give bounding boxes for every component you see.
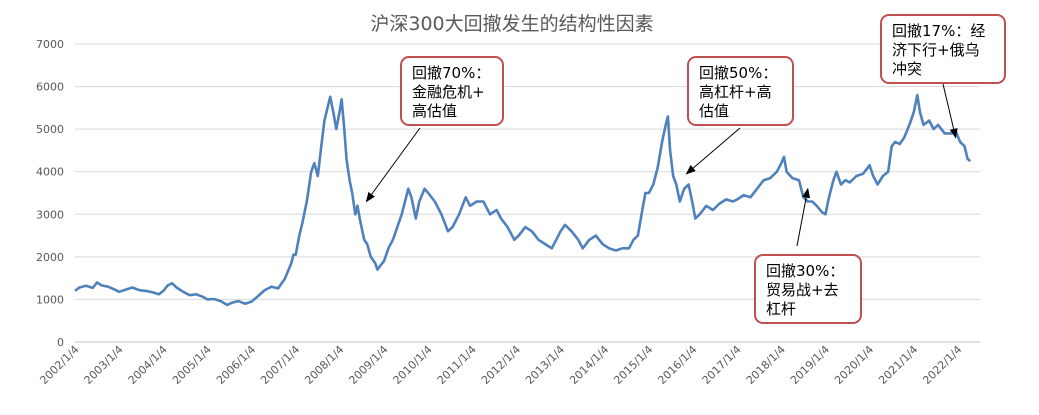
y-tick-label: 5000 (36, 123, 64, 136)
x-tick: 2011/1/4 (435, 343, 479, 387)
x-tick-label: 2013/1/4 (523, 343, 567, 387)
x-tick-label: 2004/1/4 (126, 343, 170, 387)
callout-line: 杠杆 (766, 300, 797, 318)
x-tick-label: 2006/1/4 (214, 343, 258, 387)
x-tick: 2006/1/4 (214, 343, 258, 387)
callout-line: 回撤70%： (412, 64, 491, 82)
x-tick: 2020/1/4 (832, 343, 876, 387)
callout-line: 济下行+俄乌 (892, 41, 980, 59)
x-tick-label: 2017/1/4 (700, 343, 744, 387)
y-tick-label: 1000 (36, 293, 64, 306)
x-tick-label: 2005/1/4 (170, 343, 214, 387)
x-tick-label: 2016/1/4 (655, 343, 699, 387)
callout-line: 金融危机+ (412, 83, 485, 101)
annotation-callout-2022: 回撤17%：经 济下行+俄乌 冲突 (880, 14, 1006, 84)
chart-title: 沪深300大回撤发生的结构性因素 (370, 13, 653, 35)
y-axis: 0 1000 2000 3000 4000 5000 6000 7000 (36, 38, 64, 349)
annotation-arrow (365, 127, 421, 203)
x-tick: 2012/1/4 (479, 343, 523, 387)
annotation-callout-2008: 回撤70%： 金融危机+ 高估值 (400, 56, 504, 126)
callout-line: 高估值 (412, 102, 458, 120)
x-tick-label: 2020/1/4 (832, 343, 876, 387)
y-tick-label: 6000 (36, 81, 64, 94)
x-tick: 2021/1/4 (876, 343, 920, 387)
x-tick: 2003/1/4 (82, 343, 126, 387)
y-tick-label: 7000 (36, 38, 64, 51)
x-tick: 2017/1/4 (700, 343, 744, 387)
x-tick: 2022/1/4 (920, 343, 964, 387)
x-tick-label: 2015/1/4 (611, 343, 655, 387)
x-tick-label: 2012/1/4 (479, 343, 523, 387)
x-tick: 2008/1/4 (302, 343, 346, 387)
x-tick: 2014/1/4 (567, 343, 611, 387)
plot-area (74, 93, 972, 307)
annotation-callout-2015: 回撤50%： 高杠杆+高 估值 (687, 56, 794, 126)
annotation-arrows (365, 83, 958, 247)
callout-line: 回撤17%：经 (892, 22, 986, 40)
x-tick-label: 2008/1/4 (302, 343, 346, 387)
x-tick-label: 2009/1/4 (346, 343, 390, 387)
y-tick-label: 3000 (36, 208, 64, 221)
x-tick-label: 2019/1/4 (788, 343, 832, 387)
x-axis: 2002/1/4 2003/1/4 2004/1/4 2005/1/4 2006/1/4… (37, 341, 980, 387)
callout-line: 贸易战+去 (766, 281, 839, 299)
x-tick: 2005/1/4 (170, 343, 214, 387)
y-tick-label: 4000 (36, 166, 64, 179)
annotation-arrow (685, 127, 741, 175)
x-tick-label: 2003/1/4 (82, 343, 126, 387)
x-tick: 2015/1/4 (611, 343, 655, 387)
annotation-arrow (796, 187, 811, 247)
x-tick: 2009/1/4 (346, 343, 390, 387)
callout-line: 冲突 (892, 60, 923, 78)
callout-line: 回撤30%： (766, 262, 845, 280)
x-tick-label: 2002/1/4 (37, 343, 81, 387)
annotation-callout-2018: 回撤30%： 贸易战+去 杠杆 (754, 254, 862, 324)
x-tick: 2007/1/4 (258, 343, 302, 387)
x-tick-label: 2022/1/4 (920, 343, 964, 387)
x-tick: 2004/1/4 (126, 343, 170, 387)
x-tick: 2010/1/4 (391, 343, 435, 387)
x-tick: 2019/1/4 (788, 343, 832, 387)
x-tick-label: 2011/1/4 (435, 343, 479, 387)
x-tick-label: 2010/1/4 (391, 343, 435, 387)
x-tick: 2013/1/4 (523, 343, 567, 387)
series-line (74, 93, 972, 307)
y-tick-label: 2000 (36, 251, 64, 264)
x-tick-label: 2021/1/4 (876, 343, 920, 387)
annotation-arrow (942, 83, 958, 139)
x-tick: 2016/1/4 (655, 343, 699, 387)
x-tick: 2018/1/4 (744, 343, 788, 387)
x-tick-label: 2007/1/4 (258, 343, 302, 387)
y-tick-label: 0 (57, 336, 64, 349)
x-tick-label: 2018/1/4 (744, 343, 788, 387)
callout-line: 估值 (699, 102, 730, 120)
x-tick: 2002/1/4 (37, 343, 81, 387)
callout-line: 高杠杆+高 (699, 83, 772, 101)
x-tick-label: 2014/1/4 (567, 343, 611, 387)
callout-line: 回撤50%： (699, 64, 778, 82)
